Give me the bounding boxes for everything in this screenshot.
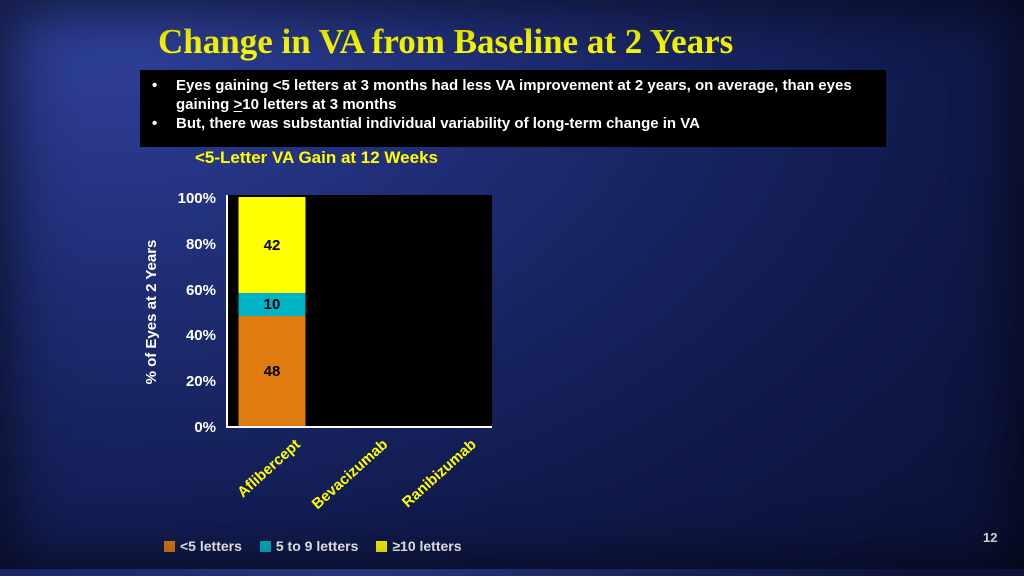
x-axis-label: Bevacizumab — [308, 436, 392, 513]
legend-item: 5 to 9 letters — [259, 538, 359, 554]
legend-swatch-icon — [376, 540, 388, 552]
legend-label: <5 letters — [180, 538, 242, 554]
bullet-item: • But, there was substantial individual … — [152, 114, 878, 133]
y-axis-tick-labels: 100% 80% 60% 40% 20% 0% — [148, 190, 216, 437]
x-axis-label: Aflibercept — [233, 436, 304, 502]
legend-item: <5 letters — [164, 538, 242, 554]
key-points-box: • Eyes gaining <5 letters at 3 months ha… — [140, 70, 886, 147]
y-axis-tick-label: 20% — [185, 373, 216, 391]
bullet-text-segment: 10 letters at 3 months — [242, 96, 397, 114]
bar-segment-value: 42 — [238, 197, 306, 294]
legend-swatch-icon — [259, 540, 271, 552]
chart-legend: <5 letters 5 to 9 letters ≥10 letters — [164, 538, 462, 554]
bullet-text-segment: But, there was substantial individual va… — [176, 115, 700, 133]
bullet-text: Eyes gaining <5 letters at 3 months had … — [176, 76, 866, 114]
y-axis-tick-label: 40% — [185, 327, 216, 345]
x-axis-label: Ranibizumab — [398, 436, 480, 512]
bars-container: 48 10 42 — [228, 197, 492, 426]
page-number: 12 — [983, 530, 998, 545]
y-axis-tick-label: 80% — [185, 235, 216, 253]
legend-item: ≥10 letters — [376, 538, 462, 554]
bullet-text-underlined: > — [233, 96, 243, 114]
y-axis-tick-label: 100% — [177, 190, 216, 207]
bar-bevacizumab — [327, 197, 394, 426]
bar-segment-value: 10 — [238, 293, 306, 317]
bullet-icon: • — [152, 77, 158, 94]
legend-swatch-icon — [164, 540, 175, 552]
chart-title: <5-Letter VA Gain at 12 Weeks — [195, 148, 438, 167]
y-axis-tick-label: 0% — [194, 418, 216, 436]
bar-segment-value: 48 — [238, 316, 306, 426]
bullet-icon: • — [152, 115, 158, 133]
y-axis-tick-label: 60% — [185, 281, 216, 299]
plot-area: 48 10 42 — [226, 195, 492, 428]
slide-bottom-edge — [0, 569, 1024, 576]
slide-title: Change in VA from Baseline at 2 Years — [158, 22, 734, 61]
bullet-text-segment: Eyes gaining <5 letters at 3 months had … — [176, 77, 852, 114]
bar-ranibizumab — [415, 197, 482, 426]
bar-aflibercept: 48 10 42 — [238, 197, 306, 426]
bullet-item: • Eyes gaining <5 letters at 3 months ha… — [152, 76, 878, 114]
legend-label: ≥10 letters — [392, 538, 462, 554]
bullet-text: But, there was substantial individual va… — [176, 114, 700, 133]
legend-label: 5 to 9 letters — [275, 538, 359, 554]
